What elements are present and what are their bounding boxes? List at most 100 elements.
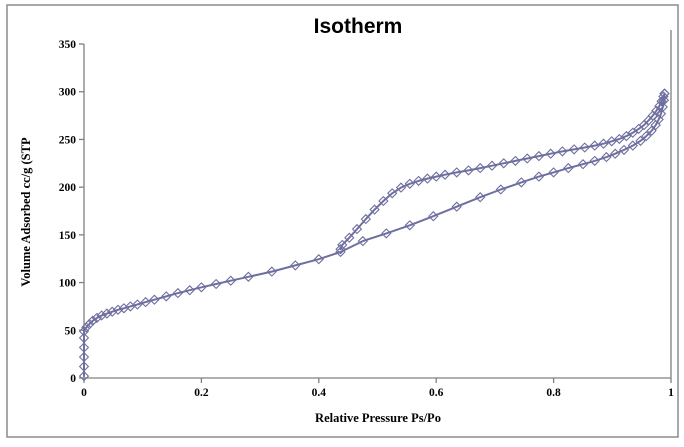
adsorption-marker — [618, 144, 630, 156]
adsorption-marker — [428, 211, 439, 222]
adsorption-marker — [78, 332, 90, 344]
y-tick-label: 50 — [65, 325, 77, 337]
desorption-marker — [337, 239, 348, 251]
adsorption-marker — [635, 135, 646, 147]
adsorption-marker — [210, 278, 222, 290]
desorption-marker — [395, 182, 407, 193]
data-series — [78, 88, 670, 382]
y-tick-label: 150 — [59, 230, 77, 242]
adsorption-marker — [91, 312, 103, 324]
x-tick-label: 0.6 — [429, 387, 444, 399]
adsorption-marker — [577, 159, 589, 170]
adsorption-marker — [107, 306, 118, 317]
adsorption-marker — [601, 151, 612, 163]
adsorption-marker — [184, 285, 195, 296]
desorption-marker — [654, 100, 665, 112]
adsorption-marker — [381, 228, 392, 239]
adsorption-marker — [96, 310, 107, 321]
desorption-marker — [335, 244, 346, 255]
desorption-series — [335, 88, 670, 255]
x-tick-label: 0 — [81, 387, 87, 399]
desorption-marker — [369, 204, 380, 215]
adsorption-marker — [81, 322, 92, 333]
y-axis-title: Volume Adsorbed cc/g (STP — [19, 137, 33, 287]
x-tick-label: 0.2 — [194, 387, 209, 399]
adsorption-marker — [101, 308, 113, 319]
adsorption-marker — [149, 294, 160, 305]
y-tick-label: 350 — [59, 39, 77, 51]
adsorption-marker — [290, 260, 301, 271]
desorption-line — [339, 92, 666, 251]
adsorption-marker — [451, 201, 462, 212]
desorption-marker — [614, 133, 625, 145]
adsorption-marker — [140, 296, 151, 308]
desorption-marker — [579, 142, 590, 153]
adsorption-marker — [589, 155, 600, 167]
desorption-marker — [598, 138, 609, 149]
desorption-marker — [360, 213, 371, 225]
adsorption-marker — [225, 275, 236, 286]
adsorption-marker — [563, 162, 574, 174]
x-tick-label: 0.4 — [312, 387, 327, 399]
adsorption-marker — [357, 235, 368, 247]
adsorption-marker — [646, 125, 657, 136]
y-tick-label: 0 — [70, 373, 76, 385]
desorption-marker — [498, 158, 509, 169]
desorption-marker — [413, 175, 424, 187]
desorption-marker — [659, 88, 670, 99]
adsorption-marker — [87, 315, 98, 326]
adsorption-marker — [495, 184, 506, 195]
adsorption-marker — [404, 220, 415, 231]
desorption-marker — [656, 96, 667, 107]
adsorption-marker — [172, 287, 184, 299]
adsorption-marker — [641, 130, 652, 142]
axes: 0 50 100 150 200 250 300 350 0 0.2 0.4 0.6 0.8 1 — [59, 30, 674, 399]
x-axis-title: Relative Pressure Ps/Po — [315, 411, 441, 425]
desorption-marker — [658, 91, 669, 102]
adsorption-marker — [475, 192, 486, 203]
desorption-marker — [378, 195, 389, 207]
adsorption-marker — [548, 167, 559, 178]
desorption-marker — [431, 171, 442, 182]
adsorption-marker — [78, 342, 90, 353]
adsorption-marker — [132, 299, 143, 310]
desorption-marker — [627, 127, 638, 138]
y-tick-label: 300 — [59, 87, 77, 99]
adsorption-marker — [655, 108, 667, 119]
desorption-marker — [638, 119, 650, 131]
chart-title: Isotherm — [314, 15, 403, 38]
adsorption-marker — [78, 326, 90, 337]
desorption-marker — [344, 232, 355, 243]
adsorption-marker — [78, 351, 90, 363]
desorption-marker — [351, 223, 363, 235]
adsorption-marker — [196, 282, 207, 293]
desorption-marker — [545, 148, 556, 159]
adsorption-marker — [78, 370, 90, 382]
desorption-marker — [621, 130, 632, 142]
desorption-marker — [475, 162, 486, 174]
desorption-marker — [422, 173, 433, 184]
adsorption-marker — [112, 304, 124, 315]
desorption-marker — [633, 123, 644, 135]
desorption-marker — [557, 146, 568, 157]
adsorption-marker — [610, 148, 621, 159]
x-tick-label: 0.8 — [546, 387, 561, 399]
desorption-marker — [486, 160, 498, 171]
desorption-marker — [387, 188, 398, 199]
adsorption-marker — [516, 177, 527, 188]
adsorption-marker — [161, 291, 172, 302]
x-tick-label: 1 — [668, 387, 674, 399]
adsorption-marker — [313, 254, 324, 265]
desorption-marker — [606, 136, 617, 147]
desorption-marker — [510, 155, 521, 167]
adsorption-marker — [627, 140, 638, 151]
adsorption-marker — [533, 171, 545, 182]
y-tick-label: 250 — [59, 134, 77, 146]
adsorption-line — [83, 92, 666, 378]
desorption-marker — [589, 140, 600, 151]
adsorption-marker — [243, 271, 254, 282]
adsorption-marker — [84, 318, 95, 330]
desorption-marker — [451, 167, 462, 178]
desorption-marker — [522, 153, 533, 164]
